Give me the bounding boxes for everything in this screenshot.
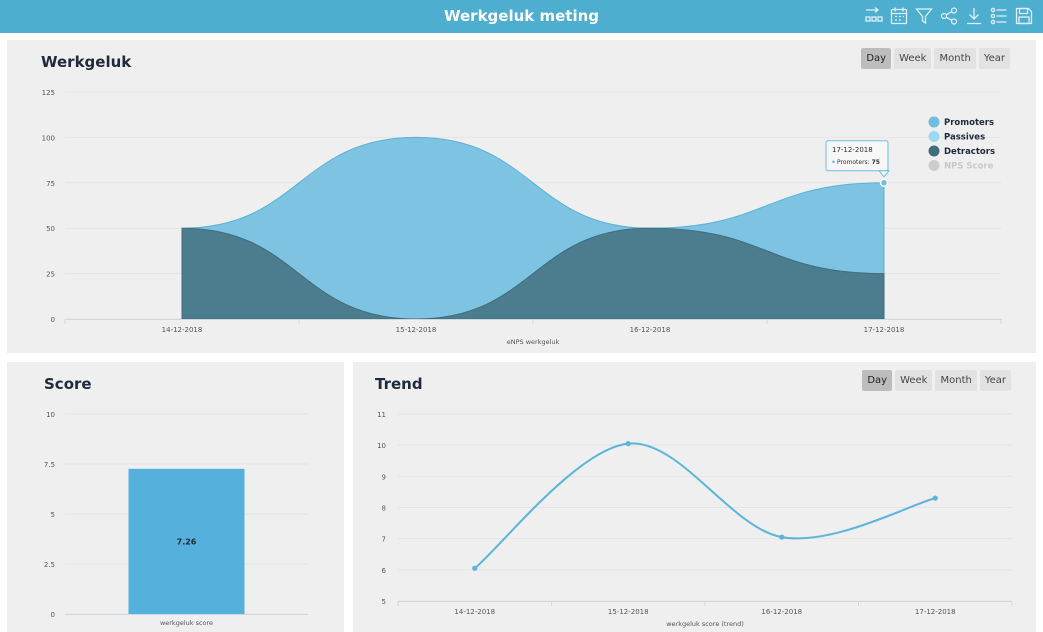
werkgeluk-title: Werkgeluk xyxy=(41,53,132,71)
trend-point[interactable] xyxy=(472,565,478,571)
trend-line[interactable] xyxy=(474,442,936,570)
x-tick-label: 16-12-2018 xyxy=(630,326,671,334)
trend-point[interactable] xyxy=(932,495,938,501)
share-icon[interactable] xyxy=(938,5,960,27)
score-bar-label: 7.26 xyxy=(177,537,197,546)
line-grid xyxy=(398,413,1012,602)
legend-item-detractors[interactable]: Detractors xyxy=(928,145,996,158)
area-xticks: 14-12-2018 15-12-2018 16-12-2018 17-12-2018 xyxy=(64,319,1002,334)
trend-range-month-button[interactable]: Month xyxy=(935,370,977,391)
tooltip-date: 17-12-2018 xyxy=(832,146,873,154)
trend-range-buttons: Day Week Month Year xyxy=(862,370,1011,391)
y-tick-label: 7.5 xyxy=(44,461,55,469)
x-tick-label: 14-12-2018 xyxy=(162,326,203,334)
y-tick-label: 5 xyxy=(382,598,386,606)
y-tick-label: 0 xyxy=(51,611,55,619)
legend-label: Detractors xyxy=(944,147,995,157)
x-tick-label: 16-12-2018 xyxy=(761,608,802,616)
x-tick-label: 17-12-2018 xyxy=(915,608,956,616)
trend-point[interactable] xyxy=(625,441,631,447)
score-bar[interactable] xyxy=(128,468,245,614)
trend-point[interactable] xyxy=(779,534,785,540)
save-icon[interactable] xyxy=(1013,5,1035,27)
legend-marker xyxy=(928,160,940,171)
trend-title: Trend xyxy=(375,375,423,393)
y-tick-label: 11 xyxy=(377,411,386,419)
x-tick-label: 17-12-2018 xyxy=(864,326,905,334)
y-tick-label: 9 xyxy=(382,473,386,481)
legend-item-promoters[interactable]: Promoters xyxy=(928,116,995,129)
bar-category-label: werkgeluk score xyxy=(160,619,213,627)
area-xlabel: eNPS werkgeluk xyxy=(507,338,560,346)
tooltip-value: 75 xyxy=(872,159,880,166)
bar-yticks: 0 2.5 5 7.5 10 xyxy=(44,411,55,619)
range-week-button[interactable]: Week xyxy=(894,48,932,69)
range-year-button[interactable]: Year xyxy=(978,48,1010,69)
area-legend: Promoters Passives Detractors NPS Score xyxy=(928,116,996,172)
x-tick-label: 14-12-2018 xyxy=(454,608,495,616)
y-tick-label: 25 xyxy=(46,271,55,279)
y-tick-label: 6 xyxy=(382,567,387,575)
trend-line-chart: 5 6 7 8 9 10 11 14-12-2018 15-12-2018 16-12-2018… xyxy=(377,411,1013,628)
x-tick-label: 15-12-2018 xyxy=(608,608,649,616)
legend-marker xyxy=(928,116,940,128)
tooltip-box xyxy=(825,140,889,172)
line-xticks: 14-12-2018 15-12-2018 16-12-2018 17-12-2018 xyxy=(397,601,1013,616)
y-tick-label: 2.5 xyxy=(44,561,55,569)
legend-item-nps-score[interactable]: NPS Score xyxy=(928,160,994,172)
toolbar xyxy=(863,3,1035,29)
y-tick-label: 100 xyxy=(42,134,55,142)
legend-marker xyxy=(928,131,940,142)
range-day-button[interactable]: Day xyxy=(861,48,892,69)
line-yticks: 5 6 7 8 9 10 11 xyxy=(377,411,386,606)
line-xlabel: werkgeluk score (trend) xyxy=(666,620,744,628)
trend-range-year-button[interactable]: Year xyxy=(979,370,1011,391)
y-tick-label: 7 xyxy=(382,536,386,544)
legend-label: Promoters xyxy=(944,118,994,128)
y-tick-label: 50 xyxy=(46,225,55,233)
trend-range-day-button[interactable]: Day xyxy=(862,370,893,391)
detractors-area[interactable] xyxy=(181,227,885,320)
score-title: Score xyxy=(44,375,92,393)
list-settings-icon[interactable] xyxy=(988,5,1010,27)
y-tick-label: 10 xyxy=(377,442,386,450)
download-icon[interactable] xyxy=(963,5,985,27)
tooltip-arrow xyxy=(877,170,891,178)
legend-item-passives[interactable]: Passives xyxy=(928,131,986,143)
tooltip-point[interactable] xyxy=(879,178,889,188)
header-bar: Werkgeluk meting xyxy=(0,0,1043,33)
score-panel: Score 0 2.5 5 7.5 10 7.26 werkgeluk score xyxy=(7,362,344,632)
werkgeluk-panel: Werkgeluk Day Week Month Year 0 25 50 75 100… xyxy=(7,40,1036,353)
layout-icon[interactable] xyxy=(863,5,885,27)
legend-label: NPS Score xyxy=(944,162,994,172)
werkgeluk-range-buttons: Day Week Month Year xyxy=(861,48,1010,69)
area-yticks: 0 25 50 75 100 125 xyxy=(42,89,55,324)
y-tick-label: 10 xyxy=(46,411,55,419)
y-tick-label: 5 xyxy=(51,511,55,519)
range-month-button[interactable]: Month xyxy=(934,48,976,69)
tooltip-label: Promoters: 75 xyxy=(837,159,880,166)
page-title: Werkgeluk meting xyxy=(443,7,600,25)
y-tick-label: 125 xyxy=(42,89,55,97)
tooltip-bullet xyxy=(832,160,835,164)
y-tick-label: 0 xyxy=(51,316,55,324)
y-tick-label: 8 xyxy=(382,505,386,513)
legend-label: Passives xyxy=(944,133,985,143)
legend-marker xyxy=(928,145,940,157)
trend-panel: Trend Day Week Month Year 5 6 7 8 9 10 11 14-1… xyxy=(353,362,1036,632)
filter-icon[interactable] xyxy=(913,5,935,27)
x-tick-label: 15-12-2018 xyxy=(396,326,437,334)
werkgeluk-area-chart: 0 25 50 75 100 125 14-12-2018 15-12-2018 16-12-… xyxy=(42,89,1002,346)
y-tick-label: 75 xyxy=(46,180,55,188)
calendar-icon[interactable] xyxy=(888,5,910,27)
score-bar-chart: 0 2.5 5 7.5 10 7.26 werkgeluk score xyxy=(44,411,308,627)
trend-points xyxy=(472,441,938,571)
tooltip: 17-12-2018 Promoters: 75 xyxy=(825,140,891,178)
trend-range-week-button[interactable]: Week xyxy=(895,370,933,391)
